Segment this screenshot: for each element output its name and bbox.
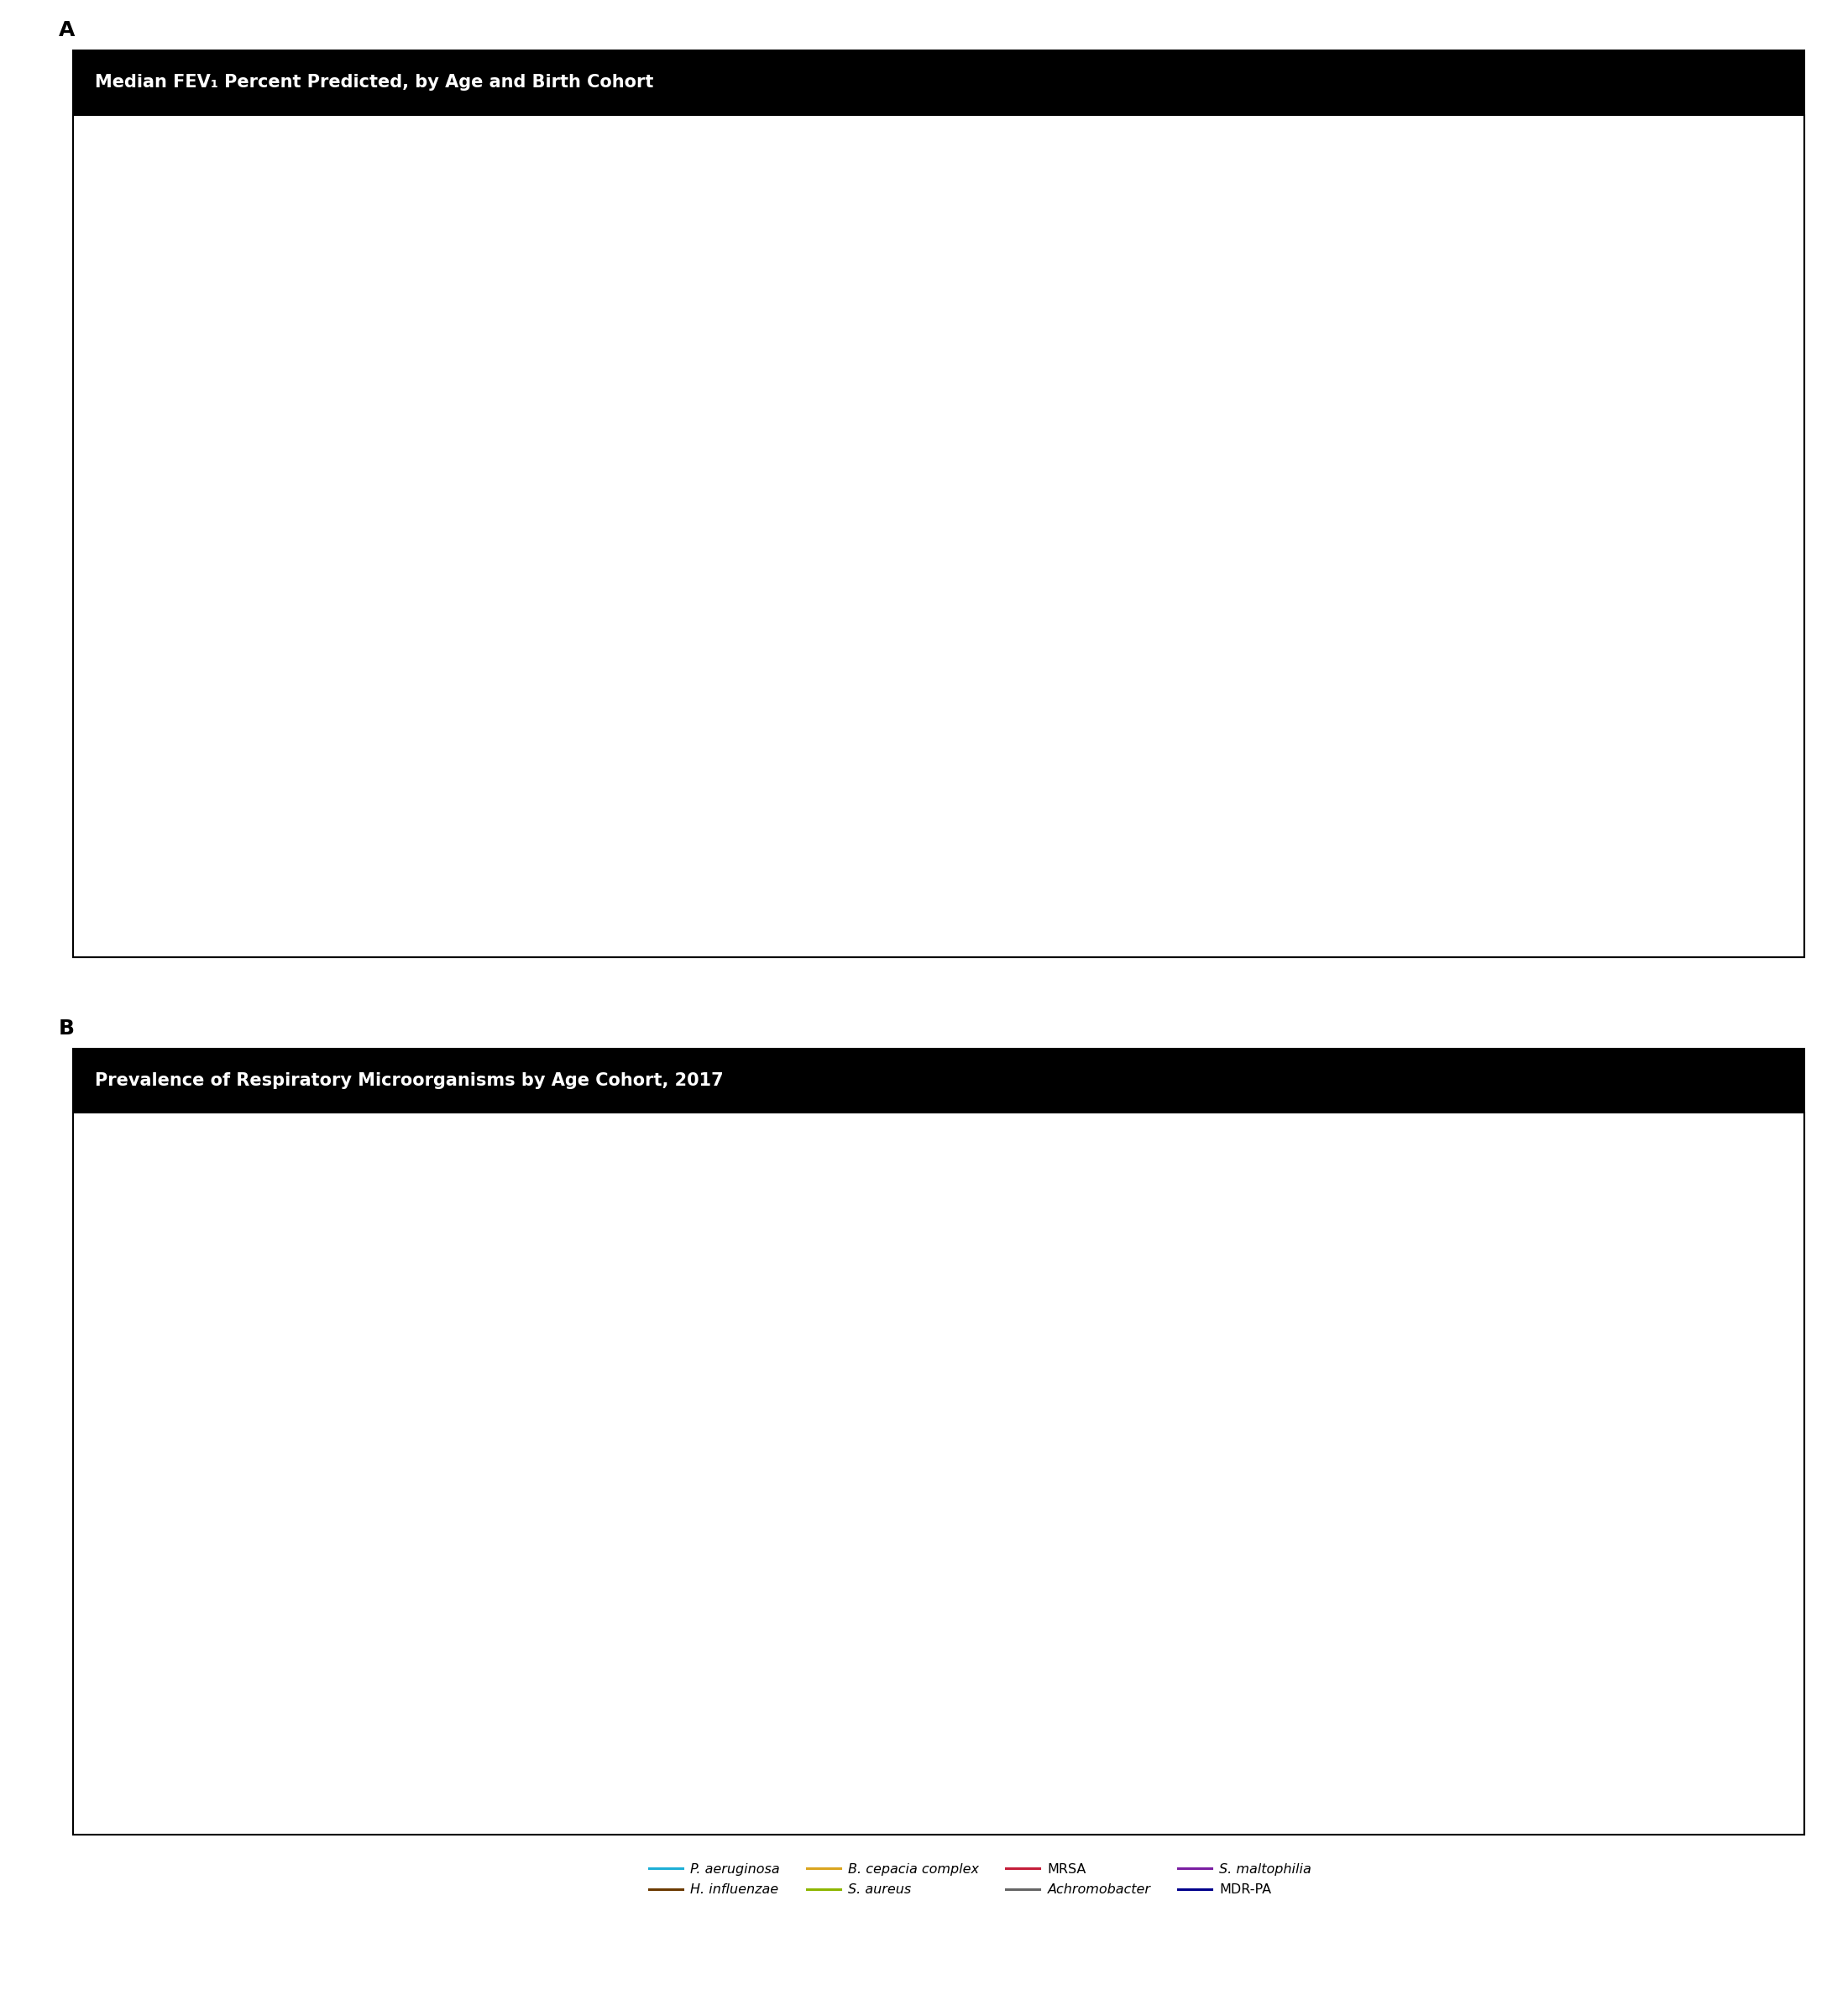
X-axis label: Age (Years): Age (Years) [931,1770,1030,1784]
Text: Prevalence of Respiratory Microorganisms by Age Cohort, 2017: Prevalence of Respiratory Microorganisms… [95,1073,724,1089]
X-axis label: Age (Years): Age (Years) [931,893,1030,907]
Y-axis label: Percentage of Individuals: Percentage of Individuals [137,1331,152,1546]
Text: B: B [59,1018,75,1038]
Y-axis label: FEV₁ Percent Predicted: FEV₁ Percent Predicted [128,403,143,599]
Text: Median FEV₁ Percent Predicted, by Age and Birth Cohort: Median FEV₁ Percent Predicted, by Age an… [95,75,654,91]
Text: A: A [59,20,75,40]
Legend: 2008-2012, 2003-2007, 1998-2002, 1993-1997, 1988-1992: 2008-2012, 2003-2007, 1998-2002, 1993-19… [1636,141,1770,274]
Legend: P. aeruginosa, H. influenzae, B. cepacia complex, S. aureus, MRSA, Achromobacter: P. aeruginosa, H. influenzae, B. cepacia… [643,1857,1317,1901]
